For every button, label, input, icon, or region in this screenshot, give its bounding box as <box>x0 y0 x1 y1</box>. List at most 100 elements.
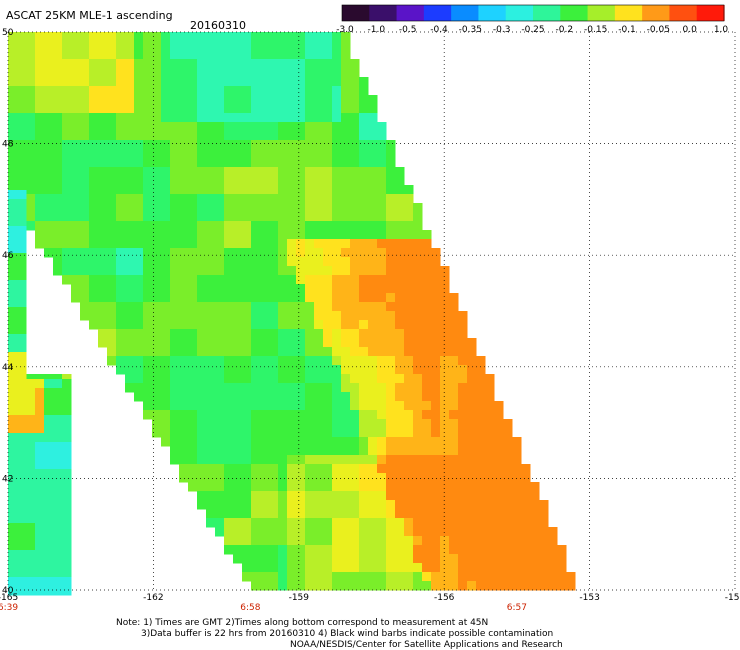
swath-cell <box>386 203 396 213</box>
swath-cell <box>377 293 387 303</box>
swath-cell <box>53 185 63 195</box>
swath-cell <box>44 568 54 578</box>
swath-cell <box>278 32 288 42</box>
swath-cell <box>341 167 351 177</box>
swath-cell <box>431 554 441 564</box>
swath-cell <box>296 77 306 87</box>
swath-cell <box>467 356 477 366</box>
swath-cell <box>44 203 54 213</box>
swath-cell <box>305 455 315 465</box>
swath-cell <box>134 329 144 339</box>
swath-cell <box>350 302 360 312</box>
swath-cell <box>179 455 189 465</box>
swath-cell <box>305 545 315 555</box>
swath-cell <box>332 563 342 573</box>
swath-cell <box>242 293 252 303</box>
swath-cell <box>17 235 27 245</box>
swath-cell <box>98 230 108 240</box>
swath-cell <box>269 419 279 429</box>
swath-cell <box>152 311 162 321</box>
swath-cell <box>377 338 387 348</box>
swath-cell <box>161 113 171 123</box>
swath-cell <box>368 239 378 249</box>
swath-cell <box>332 392 342 402</box>
swath-cell <box>296 302 306 312</box>
swath-cell <box>512 536 522 546</box>
swath-cell <box>89 185 99 195</box>
swath-cell <box>17 469 27 479</box>
swath-cell <box>350 581 360 591</box>
swath-cell <box>323 509 333 519</box>
swath-cell <box>287 257 297 267</box>
swath-cell <box>395 554 405 564</box>
swath-cell <box>152 266 162 276</box>
swath-cell <box>179 50 189 60</box>
swath-cell <box>386 464 396 474</box>
swath-cell <box>125 113 135 123</box>
swath-cell <box>467 563 477 573</box>
swath-cell <box>125 356 135 366</box>
swath-cell <box>278 518 288 528</box>
swath-cell <box>422 464 432 474</box>
swath-cell <box>305 383 315 393</box>
swath-cell <box>17 217 27 227</box>
swath-cell <box>305 374 315 384</box>
swath-cell <box>224 401 234 411</box>
swath-cell <box>323 95 333 105</box>
swath-cell <box>161 194 171 204</box>
swath-cell <box>62 442 72 452</box>
swath-cell <box>242 212 252 222</box>
swath-cell <box>134 347 144 357</box>
swath-cell <box>278 581 288 591</box>
swath-cell <box>107 293 117 303</box>
swath-cell <box>377 455 387 465</box>
swath-cell <box>107 158 117 168</box>
swath-cell <box>413 581 423 591</box>
swath-cell <box>368 428 378 438</box>
swath-cell <box>98 176 108 186</box>
swath-cell <box>62 275 72 285</box>
swath-cell <box>386 149 396 159</box>
swath-cell <box>152 149 162 159</box>
swath-cell <box>413 338 423 348</box>
swath-cell <box>467 419 477 429</box>
swath-cell <box>557 581 567 591</box>
swath-cell <box>251 527 261 537</box>
swath-cell <box>80 131 90 141</box>
swath-cell <box>233 50 243 60</box>
swath-cell <box>512 482 522 492</box>
swath-cell <box>89 158 99 168</box>
swath-cell <box>458 320 468 330</box>
swath-cell <box>332 473 342 483</box>
swath-cell <box>188 104 198 114</box>
swath-cell <box>368 212 378 222</box>
swath-cell <box>359 401 369 411</box>
swath-cell <box>26 388 36 398</box>
note-line-2: 3)Data buffer is 22 hrs from 20160310 4)… <box>141 629 554 639</box>
swath-cell <box>89 239 99 249</box>
swath-cell <box>134 185 144 195</box>
swath-cell <box>323 167 333 177</box>
swath-cell <box>296 293 306 303</box>
swath-cell <box>35 41 45 51</box>
swath-cell <box>296 95 306 105</box>
swath-cell <box>332 59 342 69</box>
swath-cell <box>359 473 369 483</box>
swath-cell <box>206 221 216 231</box>
swath-cell <box>26 523 36 533</box>
swath-cell <box>467 464 477 474</box>
swath-cell <box>359 500 369 510</box>
swath-cell <box>377 248 387 258</box>
swath-cell <box>395 167 405 177</box>
swath-cell <box>107 356 117 366</box>
swath-cell <box>17 442 27 452</box>
swath-cell <box>143 383 153 393</box>
colorbar-label: 1.0 <box>714 25 729 35</box>
swath-cell <box>161 212 171 222</box>
swath-cell <box>530 572 540 582</box>
swath-cell <box>332 581 342 591</box>
swath-cell <box>296 455 306 465</box>
swath-cell <box>242 545 252 555</box>
swath-cell <box>323 500 333 510</box>
swath-cell <box>8 32 18 42</box>
